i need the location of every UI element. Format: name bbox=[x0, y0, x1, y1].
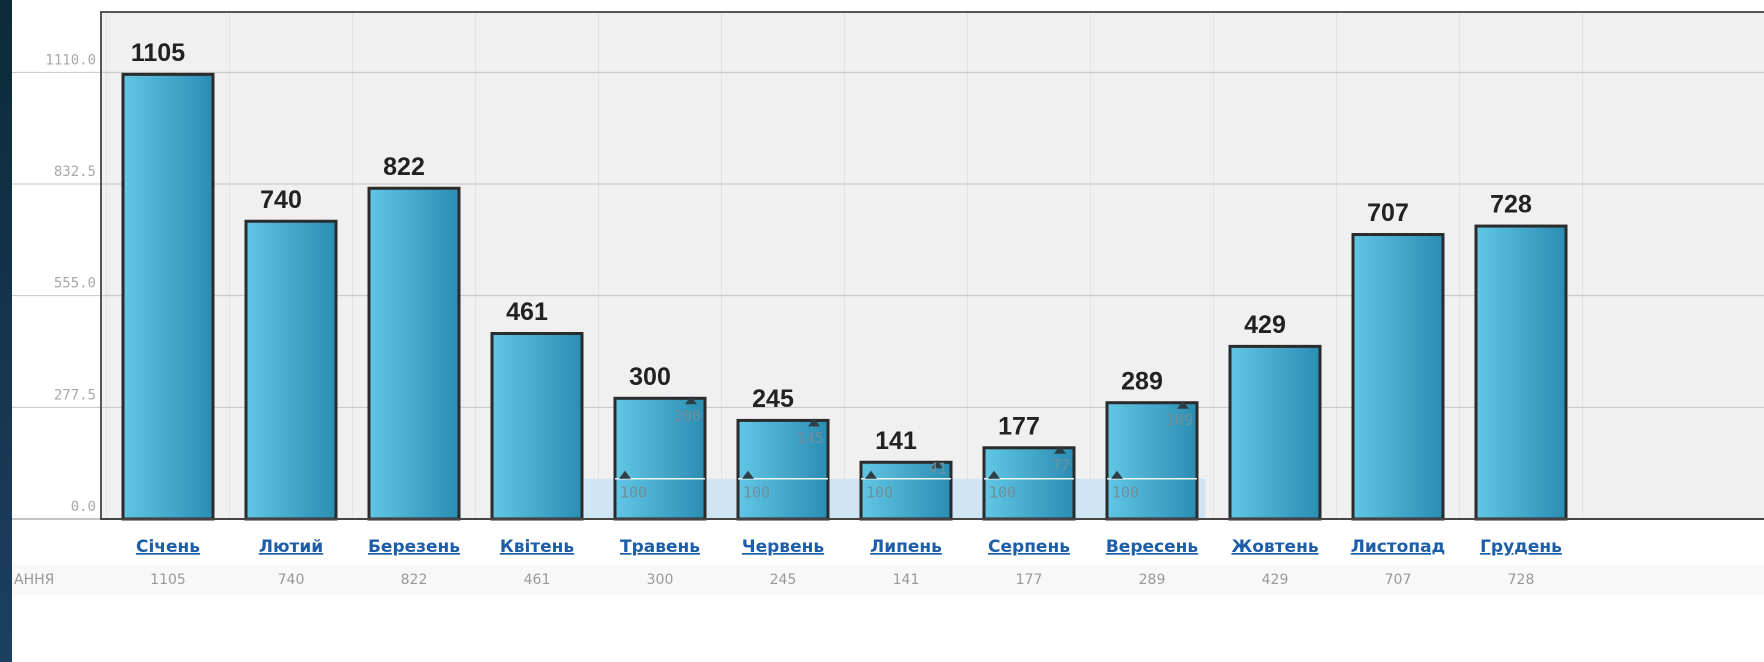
bar bbox=[1474, 224, 1568, 521]
row-value: 245 bbox=[770, 572, 797, 588]
bar bbox=[736, 418, 830, 521]
excess-marker bbox=[931, 460, 943, 469]
value-label: 289 bbox=[1121, 367, 1163, 395]
excess-marker bbox=[808, 418, 820, 427]
row-value: 740 bbox=[278, 572, 305, 588]
baseline-label: 100 bbox=[1112, 483, 1139, 501]
value-label: 740 bbox=[260, 186, 302, 214]
row-label: АННЯ bbox=[14, 572, 54, 588]
category-link[interactable]: Червень bbox=[742, 537, 824, 557]
category-link[interactable]: Вересень bbox=[1106, 537, 1198, 557]
value-label: 1105 bbox=[131, 39, 185, 67]
bar bbox=[490, 332, 584, 521]
excess-label: 189 bbox=[1166, 411, 1193, 429]
y-tick-label: 555.0 bbox=[54, 276, 96, 292]
baseline-label: 100 bbox=[620, 483, 647, 501]
baseline-label: 100 bbox=[866, 483, 893, 501]
value-label: 141 bbox=[875, 427, 917, 455]
excess-marker bbox=[1054, 445, 1066, 454]
value-label: 245 bbox=[752, 385, 794, 413]
row-value: 429 bbox=[1262, 572, 1289, 588]
category-link[interactable]: Січень bbox=[136, 537, 200, 557]
baseline-marker bbox=[1111, 470, 1123, 479]
baseline-marker bbox=[619, 470, 631, 479]
bar bbox=[859, 460, 953, 521]
row-value: 822 bbox=[401, 572, 428, 588]
row-value: 707 bbox=[1385, 572, 1412, 588]
y-tick-label: 0.0 bbox=[71, 499, 96, 515]
bar bbox=[1228, 344, 1322, 521]
excess-label: 77 bbox=[1052, 456, 1070, 474]
category-link[interactable]: Квітень bbox=[500, 537, 574, 557]
row-value: 1105 bbox=[150, 572, 186, 588]
bar bbox=[244, 219, 338, 521]
bar bbox=[367, 186, 461, 521]
value-label: 461 bbox=[506, 298, 548, 326]
y-tick-label: 832.5 bbox=[54, 164, 96, 180]
row-value: 289 bbox=[1139, 572, 1166, 588]
excess-marker bbox=[1177, 400, 1189, 409]
bar bbox=[1351, 233, 1445, 521]
category-link[interactable]: Лютий bbox=[259, 537, 323, 557]
category-link[interactable]: Листопад bbox=[1351, 537, 1446, 557]
category-link[interactable]: Травень bbox=[620, 537, 700, 557]
baseline-label: 100 bbox=[989, 483, 1016, 501]
baseline-marker bbox=[865, 470, 877, 479]
value-label: 707 bbox=[1367, 199, 1409, 227]
value-label: 728 bbox=[1490, 191, 1532, 219]
category-link[interactable]: Серпень bbox=[988, 537, 1070, 557]
category-link[interactable]: Жовтень bbox=[1231, 537, 1318, 557]
baseline-label: 100 bbox=[743, 483, 770, 501]
value-label: 822 bbox=[383, 153, 425, 181]
category-link[interactable]: Липень bbox=[870, 537, 942, 557]
value-label: 177 bbox=[998, 412, 1040, 440]
baseline-marker bbox=[988, 470, 1000, 479]
excess-marker bbox=[685, 396, 697, 405]
row-value: 300 bbox=[647, 572, 674, 588]
excess-label: 41 bbox=[929, 459, 947, 477]
bar bbox=[613, 396, 707, 521]
baseline-marker bbox=[742, 470, 754, 479]
excess-label: 145 bbox=[797, 429, 824, 447]
bar bbox=[121, 72, 215, 521]
row-value: 461 bbox=[524, 572, 551, 588]
bar bbox=[982, 446, 1076, 521]
value-label: 429 bbox=[1244, 311, 1286, 339]
value-label: 300 bbox=[629, 363, 671, 391]
row-value: 177 bbox=[1016, 572, 1043, 588]
table-row-background bbox=[12, 565, 1764, 595]
category-link[interactable]: Березень bbox=[368, 537, 460, 557]
excess-label: 200 bbox=[674, 407, 701, 425]
row-value: 141 bbox=[893, 572, 920, 588]
row-value: 728 bbox=[1508, 572, 1535, 588]
y-tick-label: 277.5 bbox=[54, 387, 96, 403]
category-link[interactable]: Грудень bbox=[1480, 537, 1562, 557]
y-tick-label: 1110.0 bbox=[45, 52, 96, 68]
side-strip bbox=[0, 0, 12, 662]
